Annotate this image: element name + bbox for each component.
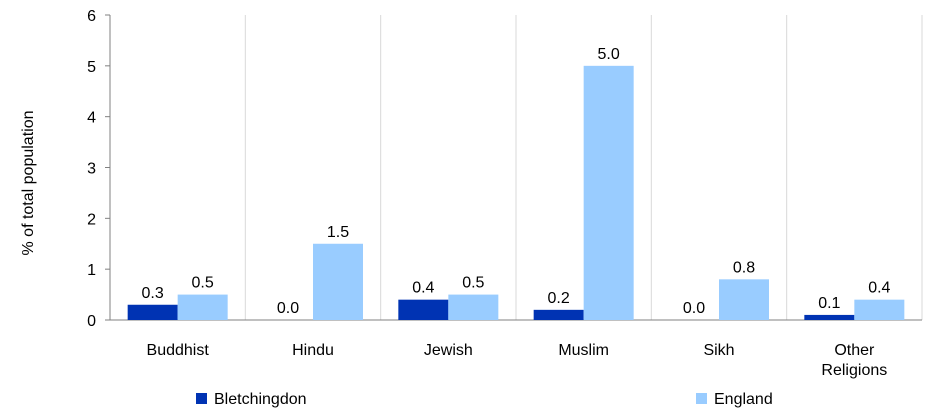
legend-item-england: England: [696, 391, 773, 408]
legend-swatch: [696, 393, 707, 404]
x-tick-label: Jewish: [424, 342, 473, 359]
bar-bletchingdon-buddhist: [127, 304, 178, 320]
data-label: 0.5: [192, 275, 214, 292]
data-label: 0.3: [142, 285, 164, 302]
data-label: 0.2: [548, 290, 570, 307]
data-label: 0.5: [462, 275, 484, 292]
y-tick-label: 2: [87, 211, 96, 228]
data-label: 0.0: [277, 300, 299, 317]
x-tick-label: Muslim: [558, 342, 609, 359]
y-tick-label: 4: [87, 110, 96, 127]
bar-bletchingdon-muslim: [533, 309, 584, 320]
data-label: 1.5: [327, 224, 349, 241]
data-label: 0.1: [818, 295, 840, 312]
bar-england-sikh: [719, 279, 769, 320]
data-labels: 0.3 0.5 0.0 1.5 0.4 0.5 0.2 5.0 0.0 0.8 0.1 0.4: [142, 46, 891, 317]
bar-england-muslim: [583, 65, 634, 320]
bar-england-jewish: [448, 294, 499, 320]
x-tick-label: Religions: [821, 362, 887, 379]
y-tick-label: 0: [87, 313, 96, 330]
y-tick-label: 5: [87, 59, 96, 76]
y-axis-title: % of total population: [20, 111, 37, 256]
legend-label: England: [714, 391, 773, 408]
data-label: 0.4: [412, 280, 434, 297]
y-tick-label: 1: [87, 262, 96, 279]
x-tick-labels: Buddhist Hindu Jewish Muslim Sikh Other Religi…: [147, 342, 888, 379]
data-label: 0.0: [683, 300, 705, 317]
x-tick-label: Sikh: [703, 342, 734, 359]
x-tick-label: Buddhist: [147, 342, 210, 359]
bar-england-hindu: [313, 243, 363, 320]
x-tick-label: Other: [834, 342, 875, 359]
bar-bletchingdon-other-religions: [804, 314, 855, 320]
axes: [105, 14, 922, 321]
data-label: 0.8: [733, 259, 755, 276]
y-tick-label: 6: [87, 8, 96, 25]
legend-swatch: [196, 393, 207, 404]
y-tick-label: 3: [87, 161, 96, 178]
bar-england-other-religions: [854, 299, 905, 320]
bar-england-buddhist: [177, 294, 228, 320]
legend-item-bletchingdon: Bletchingdon: [196, 391, 307, 408]
bar-bletchingdon-jewish: [398, 299, 449, 320]
data-label: 5.0: [598, 46, 620, 63]
legend-label: Bletchingdon: [214, 391, 307, 408]
bars: [127, 65, 905, 320]
grid-lines: [244, 15, 923, 320]
y-tick-labels: 0 1 2 3 4 5 6: [87, 8, 96, 330]
x-tick-label: Hindu: [292, 342, 334, 359]
legend: Bletchingdon England: [196, 391, 773, 408]
data-label: 0.4: [868, 280, 890, 297]
